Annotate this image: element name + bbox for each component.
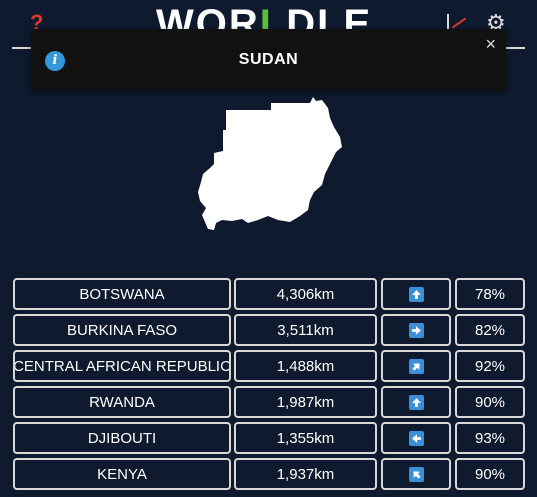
guess-direction <box>381 278 451 310</box>
guess-country: DJIBOUTI <box>13 422 231 454</box>
guess-direction <box>381 458 451 490</box>
up-icon <box>408 286 424 302</box>
up-icon <box>408 394 424 410</box>
guess-proximity: 78% <box>455 278 525 310</box>
guess-direction <box>381 314 451 346</box>
close-icon[interactable]: × <box>485 34 496 54</box>
guess-proximity: 90% <box>455 386 525 418</box>
guess-distance: 1,937km <box>234 458 377 490</box>
guess-proximity: 82% <box>455 314 525 346</box>
guess-direction <box>381 350 451 382</box>
up-left-icon <box>408 466 424 482</box>
guess-proximity: 92% <box>455 350 525 382</box>
help-icon[interactable]: ? <box>30 10 44 35</box>
country-silhouette <box>198 97 342 230</box>
left-icon <box>408 430 424 446</box>
guess-country: BOTSWANA <box>13 278 231 310</box>
answer-toast: i SUDAN × <box>31 29 506 90</box>
right-icon <box>408 322 424 338</box>
guess-direction <box>381 422 451 454</box>
guess-direction <box>381 386 451 418</box>
gear-icon[interactable]: ⚙ <box>486 10 506 35</box>
guess-distance: 1,488km <box>234 350 377 382</box>
guess-country: RWANDA <box>13 386 231 418</box>
toast-message: SUDAN <box>238 51 299 68</box>
up-right-icon <box>408 358 424 374</box>
guess-distance: 4,306km <box>234 278 377 310</box>
guess-country: BURKINA FASO <box>13 314 231 346</box>
guess-distance: 1,355km <box>234 422 377 454</box>
guess-distance: 3,511km <box>234 314 377 346</box>
guess-country: KENYA <box>13 458 231 490</box>
guess-proximity: 90% <box>455 458 525 490</box>
info-icon: i <box>45 51 65 71</box>
guess-proximity: 93% <box>455 422 525 454</box>
guess-country: CENTRAL AFRICAN REPUBLIC <box>13 350 231 382</box>
guess-distance: 1,987km <box>234 386 377 418</box>
